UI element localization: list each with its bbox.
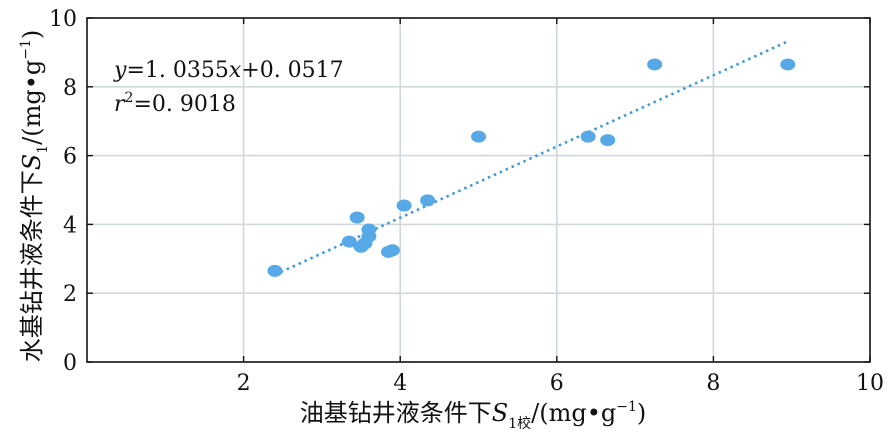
- data-point: [267, 264, 283, 277]
- tick-labels: 2 4 6 8 10 0 2 4 6 8 10: [49, 7, 884, 396]
- data-point: [420, 194, 436, 207]
- y-tick-label: 6: [63, 145, 77, 170]
- eq-var-x: x: [229, 58, 242, 83]
- data-point: [396, 199, 412, 212]
- x-tick-label: 2: [237, 371, 251, 396]
- data-point: [471, 130, 486, 143]
- data-point: [780, 58, 796, 71]
- y-title-sup: −1: [18, 39, 34, 60]
- regression-equation: y=1. 0355x+0. 0517: [113, 58, 344, 83]
- y-title-close: ): [18, 30, 46, 39]
- x-title-sub: 1校: [508, 415, 531, 432]
- x-title-prefix: 油基钻井液条件下: [300, 399, 492, 427]
- r-squared: r2=0. 9018: [114, 90, 236, 117]
- axis-ticks: [87, 17, 871, 363]
- data-point: [361, 223, 377, 236]
- x-title-sup: −1: [616, 399, 637, 415]
- x-tick-label: 8: [706, 371, 720, 396]
- eq-var-y: y: [113, 58, 127, 83]
- fit-line: [274, 40, 789, 276]
- x-title-var: S: [492, 399, 508, 427]
- data-point: [384, 244, 400, 257]
- fit-line-group: [274, 40, 789, 276]
- data-points: [267, 58, 796, 277]
- data-point: [600, 134, 616, 147]
- y-title-prefix: 水基钻井液条件下: [18, 170, 46, 362]
- y-tick-label: 4: [63, 213, 77, 238]
- x-title-close: ): [637, 399, 646, 427]
- x-title-unit: /(mg•g: [531, 399, 616, 427]
- x-tick-label: 10: [856, 371, 884, 396]
- data-point: [341, 235, 357, 248]
- x-axis-title: 油基钻井液条件下S1校/(mg•g−1): [300, 399, 646, 432]
- r2-value: =0. 9018: [133, 92, 235, 117]
- y-title-var: S: [18, 154, 46, 170]
- eq-slope: =1. 0355: [126, 58, 228, 83]
- r2-var: r: [114, 92, 126, 117]
- data-point: [580, 130, 596, 143]
- y-title-unit: /(mg•g: [18, 60, 46, 145]
- y-tick-label: 8: [63, 76, 77, 101]
- x-tick-label: 6: [550, 371, 564, 396]
- plot-frame: [86, 17, 871, 363]
- y-tick-label: 10: [49, 7, 77, 32]
- y-title-sub: 1: [35, 145, 51, 154]
- x-tick-label: 4: [393, 371, 407, 396]
- y-tick-label: 2: [63, 282, 77, 307]
- y-axis-title: 水基钻井液条件下S1/(mg•g−1): [18, 30, 51, 362]
- data-point: [349, 211, 365, 224]
- data-point: [647, 58, 663, 71]
- eq-intercept: +0. 0517: [241, 58, 343, 83]
- r2-sup: 2: [125, 90, 134, 106]
- y-tick-label: 0: [63, 351, 77, 376]
